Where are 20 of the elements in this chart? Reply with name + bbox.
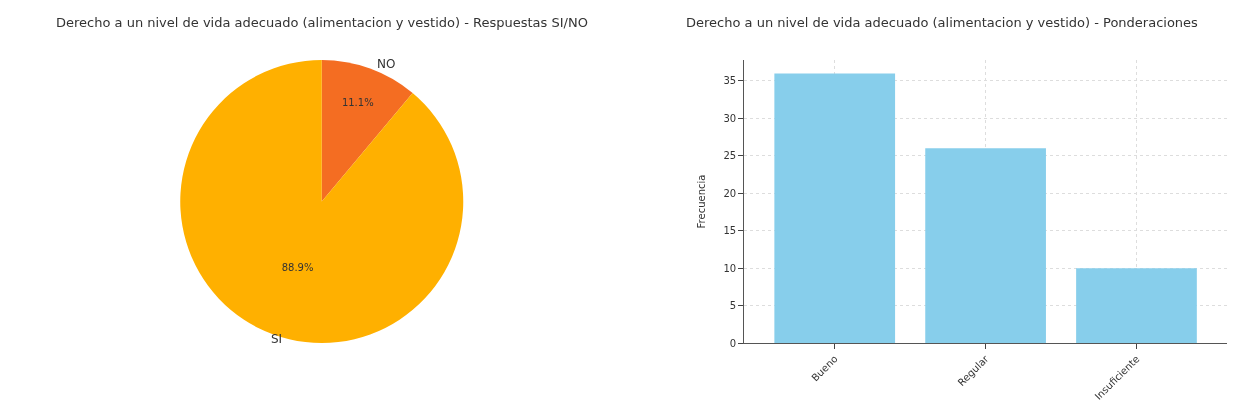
y-tick-label: 25 — [723, 150, 737, 162]
slice-label: NO — [377, 57, 396, 71]
bar — [1076, 268, 1197, 343]
y-tick-label: 5 — [729, 300, 737, 312]
y-axis-title: Frecuencia — [696, 174, 708, 229]
y-tick-label: 10 — [723, 262, 737, 274]
bar — [925, 148, 1046, 343]
data-label: 88.9% — [281, 262, 314, 274]
slice-label: SI — [271, 332, 283, 346]
y-tick-label: 35 — [723, 75, 737, 87]
y-tick-label: 30 — [723, 112, 737, 124]
data-label: 11.1% — [341, 96, 374, 108]
y-tick-label: 15 — [723, 225, 737, 237]
chart-title: Derecho a un nivel de vida adecuado (alimentacion y vestido) - Ponderaciones — [686, 15, 1199, 30]
chart-title: Derecho a un nivel de vida adecuado (alimentacion y vestido) - Respuestas SI/NO — [56, 15, 588, 30]
y-tick-label: 20 — [723, 187, 737, 199]
pie-slice — [321, 60, 413, 202]
bar — [774, 73, 896, 343]
y-tick-label: 0 — [729, 337, 737, 349]
pie-slice — [180, 60, 464, 343]
